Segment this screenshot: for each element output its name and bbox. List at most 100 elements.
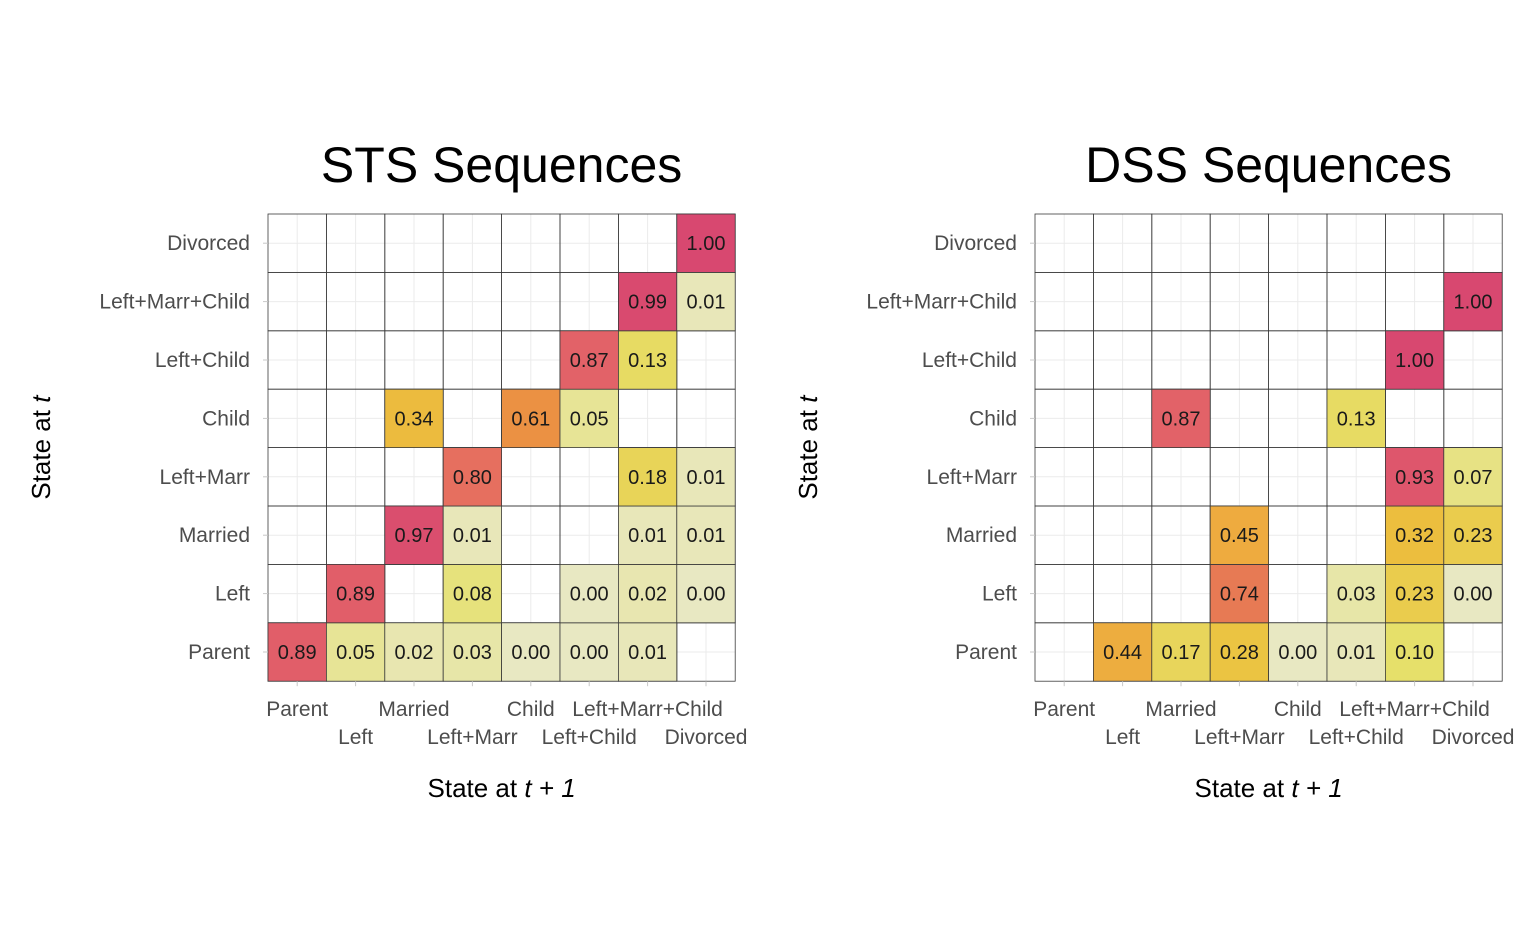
heatmap-cell: [501, 388, 561, 449]
heatmap-cell: [676, 447, 736, 507]
heatmap-cell: [618, 505, 678, 565]
cell-value-label: 0.05: [336, 642, 375, 664]
cell-value-label: 0.44: [1103, 642, 1142, 664]
cell-value-label: 0.00: [570, 584, 609, 606]
cell-value-label: 0.01: [628, 525, 667, 547]
x-tick-label: Left+Marr+Child: [572, 698, 723, 721]
x-tick-label: Left: [338, 726, 373, 749]
cell-value-label: 0.01: [687, 292, 726, 314]
cell-value-label: 0.87: [570, 350, 609, 372]
x-tick-label: Left+Marr: [1194, 726, 1284, 749]
cell-value-label: 0.05: [570, 408, 609, 430]
cell-value-label: 0.13: [1337, 408, 1376, 430]
x-axis-label: State at t + 1: [1195, 773, 1343, 803]
heatmap-cell: [1385, 564, 1445, 624]
cell-value-label: 0.34: [395, 408, 434, 430]
heatmap-cell: [1443, 505, 1503, 565]
cell-value-label: 0.00: [1454, 584, 1493, 606]
cell-value-label: 0.01: [453, 525, 492, 547]
cell-value-label: 0.01: [687, 467, 726, 489]
heatmap-cell: [618, 447, 678, 507]
x-tick-label: Left+Child: [542, 726, 637, 749]
cell-value-label: 0.01: [628, 642, 667, 664]
cell-value-label: 0.13: [628, 350, 667, 372]
y-tick-label: Parent: [955, 641, 1017, 664]
heatmap-cell: [1151, 388, 1211, 449]
cell-value-label: 0.00: [687, 584, 726, 606]
heatmap-cell: [676, 564, 736, 624]
cell-value-label: 0.93: [1395, 467, 1434, 489]
cell-value-label: 0.23: [1395, 584, 1434, 606]
y-axis-label: State at t: [26, 394, 56, 500]
heatmap-cell: [559, 388, 619, 449]
cell-value-label: 0.07: [1454, 467, 1493, 489]
x-tick-label: Left+Child: [1309, 726, 1404, 749]
heatmap-cell: [1209, 622, 1269, 682]
heatmap-cell: [618, 271, 678, 332]
chart-title: STS Sequences: [321, 137, 682, 193]
cell-value-label: 1.00: [1395, 350, 1434, 372]
cell-value-label: 0.00: [1278, 642, 1317, 664]
heatmap-cell: [384, 505, 444, 565]
cell-value-label: 0.03: [453, 642, 492, 664]
heatmap-cell: [1385, 622, 1445, 682]
cell-value-label: 0.80: [453, 467, 492, 489]
heatmap-cell: [1093, 622, 1153, 682]
cell-value-label: 0.32: [1395, 525, 1434, 547]
heatmap-cell: [325, 622, 386, 682]
cell-value-label: 0.08: [453, 584, 492, 606]
heatmap-cell: [559, 330, 619, 390]
cell-value-label: 0.01: [1337, 642, 1376, 664]
x-tick-label: Divorced: [665, 726, 748, 749]
heatmap-cell: [1326, 622, 1386, 682]
cell-value-label: 0.17: [1162, 642, 1201, 664]
x-tick-label: Divorced: [1432, 726, 1515, 749]
x-tick-label: Left+Marr+Child: [1339, 698, 1490, 721]
y-tick-label: Child: [969, 407, 1017, 430]
x-tick-label: Parent: [266, 698, 328, 721]
heatmap-cells: 0.44 0.17 0.28 0.00 0.01 0.10 0.74 0.03 0.23 0.00…: [1093, 271, 1503, 682]
cell-value-label: 0.02: [395, 642, 434, 664]
heatmap-cell: [1326, 388, 1386, 449]
cell-value-label: 0.03: [1337, 584, 1376, 606]
heatmap-cell: [559, 622, 619, 682]
y-tick-label: Left+Child: [922, 349, 1017, 372]
sts-heatmap-panel: 0.89 0.05 0.02 0.03 0.00 0.00 0.01 0.89 0.08 0.00…: [26, 137, 747, 803]
heatmap-cell: [384, 388, 444, 449]
heatmap-cell: [676, 213, 736, 273]
y-tick-label: Left+Marr+Child: [99, 291, 250, 314]
x-tick-label: Married: [1145, 698, 1216, 721]
y-tick-label: Divorced: [934, 232, 1017, 255]
x-axis-label: State at t + 1: [428, 773, 576, 803]
cell-value-label: 0.45: [1220, 525, 1259, 547]
y-tick-label: Left+Marr: [927, 466, 1017, 489]
heatmap-cell: [1443, 271, 1503, 332]
heatmap-cell: [618, 564, 678, 624]
heatmap-cell: [1385, 505, 1445, 565]
heatmap-cell: [1443, 564, 1503, 624]
x-tick-label: Married: [378, 698, 449, 721]
x-tick-label: Child: [507, 698, 555, 721]
heatmap-cell: [1209, 564, 1269, 624]
y-axis-ticks: Parent Left Married Left+Marr Child Left+Chil…: [866, 232, 1035, 664]
heatmap-cell: [442, 447, 503, 507]
cell-value-label: 1.00: [1454, 292, 1493, 314]
cell-value-label: 1.00: [687, 233, 726, 255]
cell-value-label: 0.97: [395, 525, 434, 547]
cell-value-label: 0.89: [278, 642, 317, 664]
cell-value-label: 0.61: [511, 408, 550, 430]
cell-value-label: 0.02: [628, 584, 667, 606]
x-tick-label: Parent: [1033, 698, 1095, 721]
heatmap-cell: [618, 330, 678, 390]
x-tick-label: Left+Marr: [427, 726, 517, 749]
y-tick-label: Married: [179, 524, 250, 547]
chart-title: DSS Sequences: [1085, 137, 1452, 193]
cell-value-label: 0.00: [570, 642, 609, 664]
cell-value-label: 0.01: [687, 525, 726, 547]
cell-value-label: 0.23: [1454, 525, 1493, 547]
heatmap-cell: [1385, 330, 1445, 390]
heatmap-cell: [1209, 505, 1269, 565]
